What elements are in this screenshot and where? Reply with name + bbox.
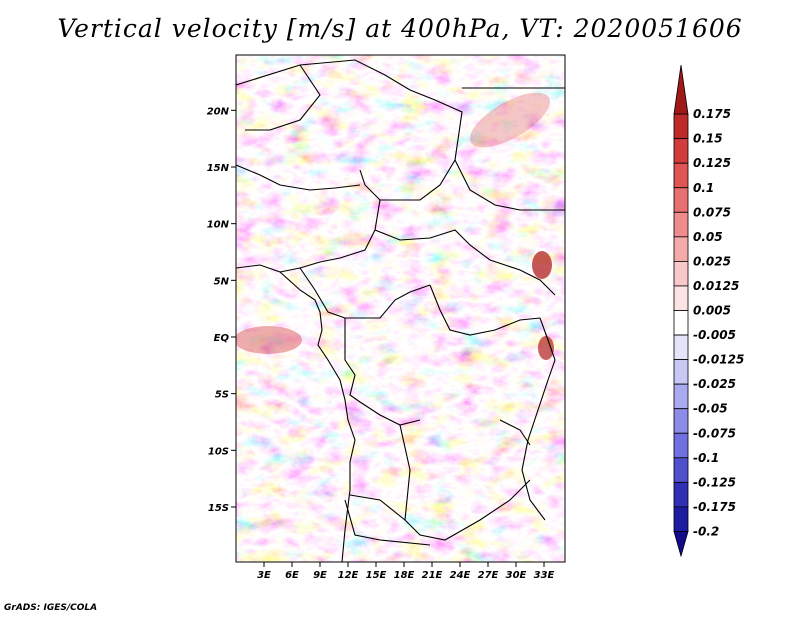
colorbar-swatch <box>673 334 689 360</box>
colorbar-swatch <box>673 187 689 213</box>
plot-frame <box>235 54 566 563</box>
colorbar-swatch <box>673 236 689 262</box>
colorbar-swatch <box>673 359 689 385</box>
colorbar-swatch <box>673 285 689 311</box>
y-tick-label: 15N <box>207 163 230 174</box>
colorbar-swatch <box>673 64 689 115</box>
y-axis: 20N 15N 10N 5N EQ 5S 10S 15S <box>207 106 236 514</box>
colorbar-label: -0.05 <box>693 402 728 416</box>
sahel-band-north <box>470 92 550 148</box>
plot-area <box>235 54 566 563</box>
coastal-band-west <box>236 326 302 354</box>
colorbar-label: 0.15 <box>693 132 723 146</box>
colorbar-label: 0.1 <box>693 181 714 195</box>
colorbar-label: 0.005 <box>693 304 731 318</box>
y-tick-label: 10N <box>207 220 230 231</box>
x-tick-label: 12E <box>338 570 359 581</box>
colorbar-label: -0.005 <box>693 328 736 342</box>
x-tick-label: 9E <box>313 570 327 581</box>
feature-overlays <box>236 92 554 360</box>
colorbar-label: 0.025 <box>693 254 731 268</box>
colorbar-label: 0.125 <box>693 156 731 170</box>
coastline <box>236 264 356 562</box>
y-tick-label: 5S <box>215 390 229 401</box>
colorbar-swatch <box>673 531 689 558</box>
colorbar-label: 0.175 <box>693 107 731 121</box>
colorbar-swatch <box>673 457 689 483</box>
colorbar-swatch <box>673 211 689 238</box>
colorbar-swatch <box>673 138 689 164</box>
colorbar-swatch <box>673 113 689 140</box>
colorbar-label: -0.1 <box>693 451 719 465</box>
y-tick-label: 5N <box>214 276 230 287</box>
colorbar-swatch <box>673 408 689 434</box>
chart-title: Vertical velocity [m/s] at 400hPa, VT: 2… <box>57 14 743 43</box>
x-tick-label: 21E <box>422 570 443 581</box>
x-tick-label: 6E <box>285 570 299 581</box>
x-axis: 3E 6E 9E 12E 15E 18E 21E 24E 27E 30E 33E <box>257 562 555 581</box>
y-tick-label: 20N <box>207 106 230 117</box>
velocity-field <box>236 55 565 562</box>
x-tick-label: 3E <box>257 570 271 581</box>
colorbar-label: 0.05 <box>693 230 723 244</box>
y-tick-label: 10S <box>208 446 229 457</box>
colorbar-label: -0.025 <box>693 377 736 391</box>
colorbar-swatch <box>673 432 689 459</box>
convective-cell-east <box>532 251 552 279</box>
grads-credit: GrADS: IGES/COLA <box>4 603 98 613</box>
country-boundaries <box>236 59 565 546</box>
colorbar-swatch <box>673 481 689 508</box>
colorbar-label: -0.125 <box>693 475 736 489</box>
x-tick-label: 27E <box>478 570 499 581</box>
colorbar-swatch <box>673 310 689 336</box>
colorbar-label: -0.175 <box>693 500 736 514</box>
colorbar-label: 0.0125 <box>693 279 739 293</box>
colorbar-swatch <box>673 260 689 287</box>
y-tick-label: EQ <box>214 333 230 344</box>
x-tick-label: 33E <box>534 570 555 581</box>
colorbar-label: -0.2 <box>693 524 719 538</box>
colorbar-swatch <box>673 383 689 410</box>
x-tick-label: 30E <box>506 570 527 581</box>
x-tick-label: 18E <box>394 570 415 581</box>
x-tick-label: 15E <box>366 570 387 581</box>
x-tick-label: 24E <box>450 570 471 581</box>
convective-cell-lakes <box>538 336 554 360</box>
colorbar: 0.175 0.15 0.125 0.1 0.075 0.05 0.025 0.0125 0.0… <box>673 64 744 558</box>
colorbar-swatch <box>673 162 689 189</box>
colorbar-label: -0.0125 <box>693 353 744 367</box>
y-tick-label: 15S <box>208 503 229 514</box>
colorbar-label: -0.075 <box>693 426 736 440</box>
colorbar-swatch <box>673 506 689 532</box>
colorbar-label: 0.075 <box>693 205 731 219</box>
